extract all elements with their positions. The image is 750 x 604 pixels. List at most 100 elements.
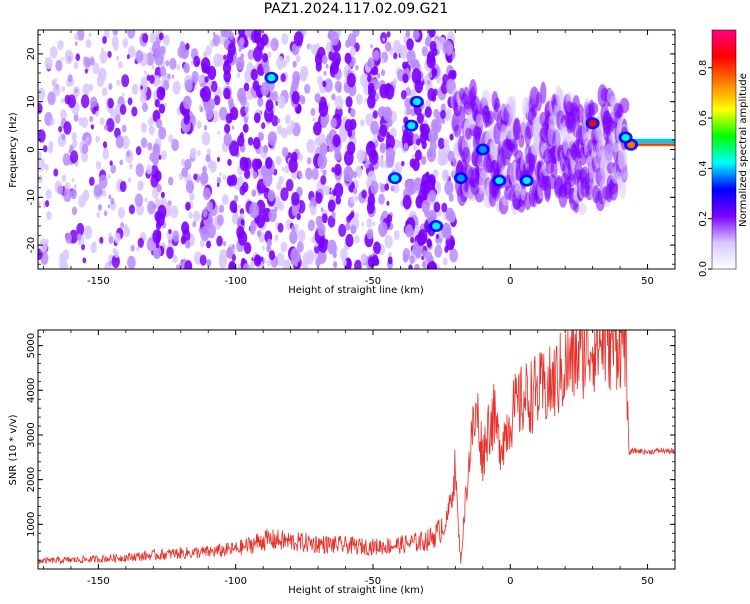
spectrogram-speckle <box>81 243 86 251</box>
spectrogram-speckle <box>401 160 405 167</box>
spectrogram-speckle <box>386 200 390 206</box>
spectrogram-streak <box>333 261 338 268</box>
colorbar-label: Normalized spectral amplitude <box>738 73 749 227</box>
spectrogram-speckle <box>166 246 174 259</box>
hot-spot <box>412 98 421 106</box>
spectrogram-speckle <box>280 241 288 253</box>
spectrogram-band <box>557 88 565 111</box>
spectrogram-speckle <box>39 238 48 253</box>
spectrogram-speckle <box>99 50 108 64</box>
spectrogram-speckle <box>149 74 155 85</box>
spectrogram-speckle <box>217 130 221 135</box>
spectrogram-streak <box>292 60 297 68</box>
spectrogram-speckle <box>130 244 135 252</box>
spectrogram-speckle <box>71 131 78 142</box>
spectrogram-speckle <box>354 235 360 244</box>
spectrogram-speckle <box>110 164 116 174</box>
spectrogram-streak <box>297 170 302 178</box>
spectrogram-streak <box>267 131 277 146</box>
spectrogram-speckle <box>171 74 175 79</box>
spectrogram-speckle <box>127 30 136 39</box>
spectrogram-speckle <box>160 80 164 86</box>
spectrogram-streak <box>240 218 245 226</box>
spectrogram-streak <box>322 80 327 88</box>
spectrogram-speckle <box>141 122 145 128</box>
spectrogram-streak <box>160 191 165 199</box>
spectrogram-streak <box>385 82 391 92</box>
spectrogram-streak <box>202 165 207 174</box>
spectrogram-speckle <box>299 94 305 103</box>
spectrogram-speckle <box>266 259 272 267</box>
spectrogram-speckle <box>144 70 147 76</box>
spectrogram-speckle <box>99 117 105 126</box>
spectrogram-streak <box>201 86 212 103</box>
spectrogram-speckle <box>223 54 227 60</box>
spectrogram-speckle <box>114 114 121 124</box>
spectrogram-streak <box>448 193 454 202</box>
x-tick-label: -100 <box>224 576 247 587</box>
hot-spot-core <box>590 121 595 126</box>
spectrogram-speckle <box>135 49 144 63</box>
spectrogram-speckle <box>324 78 333 93</box>
spectrogram-speckle <box>82 257 87 264</box>
spectrogram-speckle <box>219 106 228 121</box>
spectrogram-speckle <box>139 81 148 95</box>
spectrogram-speckle <box>164 102 167 107</box>
spectrogram-streak <box>433 119 442 134</box>
spectrogram-speckle <box>427 80 431 85</box>
spectrogram-speckle <box>366 218 373 229</box>
y-tick-label: -10 <box>26 189 37 205</box>
spectrogram-band <box>461 147 471 166</box>
spectrogram-speckle <box>161 150 167 160</box>
spectrogram-speckle <box>355 165 363 178</box>
spectrogram-speckle <box>75 161 79 168</box>
spectrogram-speckle <box>102 148 110 160</box>
spectrogram-speckle <box>93 106 97 112</box>
spectrogram-band <box>620 164 629 181</box>
spectrogram-streak <box>158 126 167 140</box>
spectrogram-speckle <box>119 180 127 193</box>
spectrogram-streak <box>314 52 323 66</box>
spectrogram-streak <box>200 225 210 242</box>
spectrogram-streak <box>415 195 424 209</box>
spectrogram-speckle <box>314 253 318 260</box>
spectrogram-speckle <box>136 246 140 252</box>
spectrogram-speckle <box>238 175 244 186</box>
spectrogram-speckle <box>73 183 77 189</box>
spectrogram-speckle <box>305 167 313 180</box>
spectrogram-speckle <box>434 244 443 258</box>
spectrogram-speckle <box>296 241 304 253</box>
spectrogram-streak <box>156 118 163 129</box>
spectrogram-speckle <box>53 168 59 177</box>
spectrogram-band <box>475 113 484 128</box>
spectrogram-speckle <box>121 92 125 97</box>
spectrogram-speckle <box>101 47 104 53</box>
spectrogram-speckle <box>280 73 286 83</box>
spectrogram-speckle <box>131 106 138 117</box>
spectrogram-speckle <box>103 210 108 217</box>
spectrogram-speckle <box>108 83 113 91</box>
spectrogram-streak <box>291 205 299 217</box>
spectrogram-streak <box>428 189 437 202</box>
spectrogram-speckle <box>46 211 52 221</box>
spectrogram-speckle <box>299 69 308 82</box>
spectrogram-streak <box>332 251 337 259</box>
spectrogram-streak <box>313 121 322 136</box>
spectrogram-speckle <box>126 54 130 60</box>
spectrogram-speckle <box>38 200 41 207</box>
spectrogram-speckle <box>267 51 272 59</box>
spectrogram-streak <box>242 263 250 269</box>
spectrogram-streak <box>244 106 249 114</box>
spectrogram-speckle <box>320 168 323 173</box>
spectrogram-streak <box>444 245 449 253</box>
spectrogram-speckle <box>390 185 395 192</box>
spectrogram-streak <box>262 53 269 63</box>
spectrogram-speckle <box>440 103 447 113</box>
spectrogram-streak <box>426 51 435 64</box>
spectrogram-speckle <box>172 254 178 263</box>
spectrogram-speckle <box>189 192 195 201</box>
spectrogram-streak <box>345 39 351 49</box>
spectrogram-streak <box>236 87 247 103</box>
spectrogram-speckle <box>311 236 316 244</box>
spectrogram-speckle <box>176 64 181 71</box>
